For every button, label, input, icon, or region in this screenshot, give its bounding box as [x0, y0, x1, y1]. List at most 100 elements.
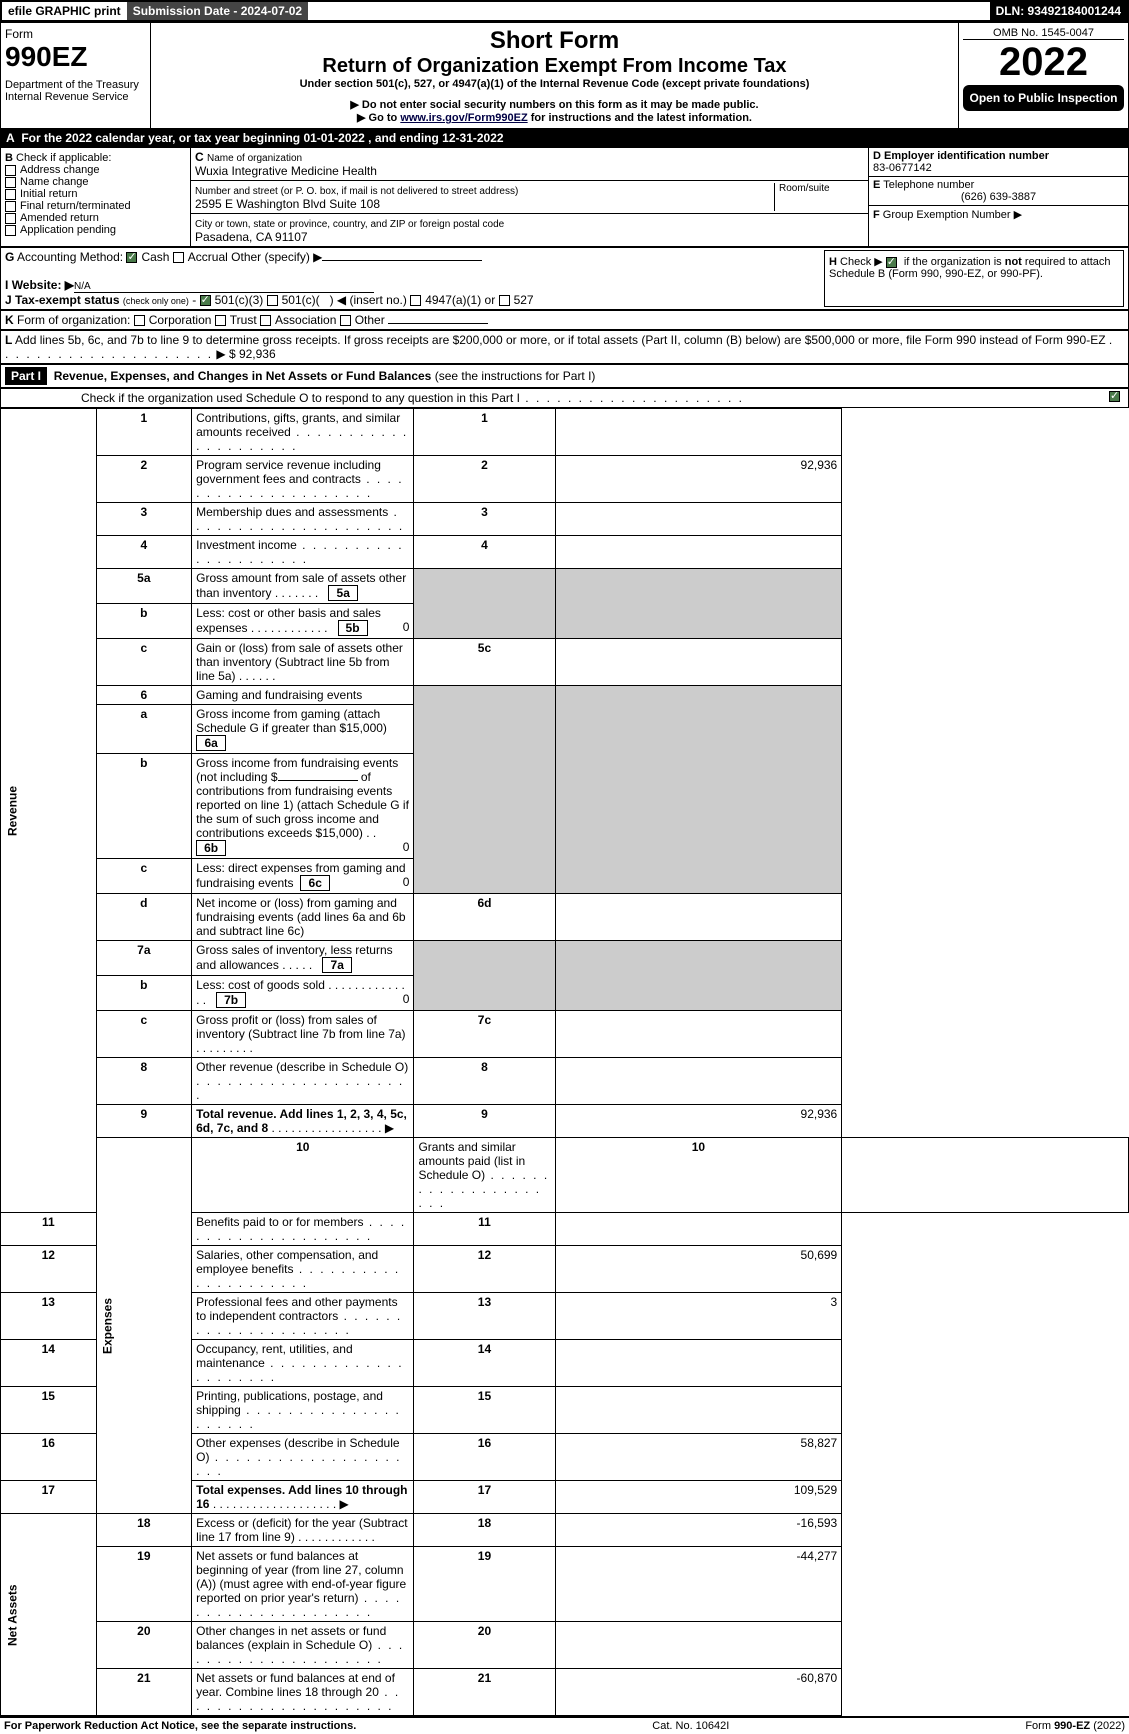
assoc-checkbox[interactable]: [260, 315, 271, 326]
line-7c: Gross profit or (loss) from sales of inv…: [196, 1013, 405, 1041]
expenses-label: Expenses: [96, 1138, 192, 1514]
amended-return-checkbox[interactable]: [5, 213, 16, 224]
line-9: Total revenue. Add lines 1, 2, 3, 4, 5c,…: [196, 1107, 407, 1135]
tax-year: 2022: [963, 40, 1124, 85]
line-7b: Less: cost of goods sold: [196, 978, 325, 992]
trust-checkbox[interactable]: [215, 315, 226, 326]
schedule-o-checkbox[interactable]: [1109, 391, 1120, 402]
opt-name: Name change: [20, 176, 89, 188]
line-11: Benefits paid to or for members: [196, 1215, 363, 1229]
ssn-warning: Do not enter social security numbers on …: [155, 98, 954, 111]
amt-13: 3: [555, 1293, 842, 1340]
efile-label[interactable]: efile GRAPHIC print: [2, 2, 127, 20]
4947-checkbox[interactable]: [410, 295, 421, 306]
part-i-label: Part I: [5, 367, 47, 385]
name-change-checkbox[interactable]: [5, 177, 16, 188]
footer-left: For Paperwork Reduction Act Notice, see …: [4, 1720, 356, 1732]
revenue-label: Revenue: [1, 409, 97, 1213]
initial-return-checkbox[interactable]: [5, 189, 16, 200]
line-17: Total expenses. Add lines 10 through 16: [196, 1483, 407, 1511]
g-label: Accounting Method:: [17, 250, 123, 264]
line-18: Excess or (deficit) for the year (Subtra…: [196, 1516, 407, 1544]
line-2: Program service revenue including govern…: [196, 458, 381, 486]
line-5a: Gross amount from sale of assets other t…: [196, 571, 406, 600]
city: Pasadena, CA 91107: [195, 230, 308, 244]
return-title: Return of Organization Exempt From Incom…: [155, 55, 954, 78]
opt-address: Address change: [20, 164, 100, 176]
part-i-note: (see the instructions for Part I): [435, 369, 596, 383]
corp-checkbox[interactable]: [134, 315, 145, 326]
line-20: Other changes in net assets or fund bala…: [196, 1624, 386, 1652]
part-i-title: Revenue, Expenses, and Changes in Net As…: [54, 369, 432, 383]
opt-pending: Application pending: [20, 224, 116, 236]
section-def: D Employer identification number83-06771…: [868, 148, 1128, 246]
amt-16: 58,827: [555, 1434, 842, 1481]
goto-link[interactable]: www.irs.gov/Form990EZ: [400, 112, 527, 124]
e-label: Telephone number: [883, 179, 974, 191]
l-text: Add lines 5b, 6c, and 7b to line 9 to de…: [15, 333, 1106, 347]
cash-checkbox[interactable]: [126, 252, 137, 263]
lines-table: Revenue 1Contributions, gifts, grants, a…: [0, 408, 1129, 1716]
line-6: Gaming and fundraising events: [192, 686, 414, 705]
line-3: Membership dues and assessments: [196, 505, 388, 519]
h-post: if the organization is: [901, 256, 1005, 268]
h-checkbox[interactable]: [886, 257, 897, 268]
info-grid: B Check if applicable: Address change Na…: [0, 147, 1129, 247]
h-pre: Check ▶: [840, 256, 886, 268]
j-note: (check only one): [123, 296, 189, 306]
501c3-checkbox[interactable]: [200, 295, 211, 306]
form-label: Form: [5, 27, 146, 41]
app-pending-checkbox[interactable]: [5, 225, 16, 236]
accrual-checkbox[interactable]: [173, 252, 184, 263]
line-7a: Gross sales of inventory, less returns a…: [196, 943, 393, 972]
section-b: B Check if applicable: Address change Na…: [1, 148, 191, 246]
form-header: Form 990EZ Department of the Treasury In…: [0, 22, 1129, 129]
amt-6b: 0: [403, 840, 410, 854]
line-8: Other revenue (describe in Schedule O): [196, 1060, 408, 1074]
netassets-label: Net Assets: [1, 1514, 97, 1716]
amt-12: 50,699: [555, 1246, 842, 1293]
501c-checkbox[interactable]: [267, 295, 278, 306]
527-checkbox[interactable]: [499, 295, 510, 306]
goto-line: Go to www.irs.gov/Form990EZ for instruct…: [155, 111, 954, 124]
other-org-checkbox[interactable]: [340, 315, 351, 326]
line-k: K Form of organization: Corporation Trus…: [0, 310, 1129, 330]
amt-5b: 0: [403, 620, 410, 634]
phone: (626) 639-3887: [873, 191, 1124, 203]
amt-19: -44,277: [555, 1547, 842, 1622]
amt-2: 92,936: [555, 456, 842, 503]
under-section: Under section 501(c), 527, or 4947(a)(1)…: [155, 78, 954, 90]
line-a: A For the 2022 calendar year, or tax yea…: [0, 129, 1129, 147]
line-a-text: For the 2022 calendar year, or tax year …: [21, 131, 503, 145]
goto-post: for instructions and the latest informat…: [528, 112, 752, 124]
city-label: City or town, state or province, country…: [195, 219, 504, 230]
part-i-check: Check if the organization used Schedule …: [0, 388, 1129, 408]
d-label: Employer identification number: [884, 150, 1049, 162]
part-i-check-text: Check if the organization used Schedule …: [81, 391, 520, 405]
part-i-header: Part I Revenue, Expenses, and Changes in…: [0, 364, 1129, 388]
opt-amended: Amended return: [20, 212, 99, 224]
final-return-checkbox[interactable]: [5, 201, 16, 212]
line-gh: G Accounting Method: Cash Accrual Other …: [0, 247, 1129, 310]
omb-no: OMB No. 1545-0047: [963, 27, 1124, 40]
footer-right: Form 990-EZ (2022): [1025, 1720, 1125, 1732]
street-label: Number and street (or P. O. box, if mail…: [195, 186, 518, 197]
street: 2595 E Washington Blvd Suite 108: [195, 197, 380, 211]
line-21: Net assets or fund balances at end of ye…: [196, 1671, 395, 1699]
line-6a: Gross income from gaming (attach Schedul…: [196, 707, 387, 735]
other-label: Other (specify) ▶: [231, 250, 322, 264]
f-label: Group Exemption Number: [883, 209, 1011, 221]
amt-6c: 0: [403, 875, 410, 889]
section-c: C Name of organizationWuxia Integrative …: [191, 148, 868, 246]
submission-date: Submission Date - 2024-07-02: [127, 2, 308, 20]
org-name: Wuxia Integrative Medicine Health: [195, 164, 377, 178]
h-not: not: [1005, 256, 1022, 268]
opt-initial: Initial return: [20, 188, 77, 200]
j-label: Tax-exempt status: [15, 293, 119, 307]
c-name-label: Name of organization: [207, 153, 302, 164]
open-public: Open to Public Inspection: [963, 85, 1124, 111]
opt-final: Final return/terminated: [20, 200, 131, 212]
section-h: H Check ▶ if the organization is not req…: [824, 250, 1124, 307]
address-change-checkbox[interactable]: [5, 165, 16, 176]
amt-21: -60,870: [555, 1669, 842, 1716]
